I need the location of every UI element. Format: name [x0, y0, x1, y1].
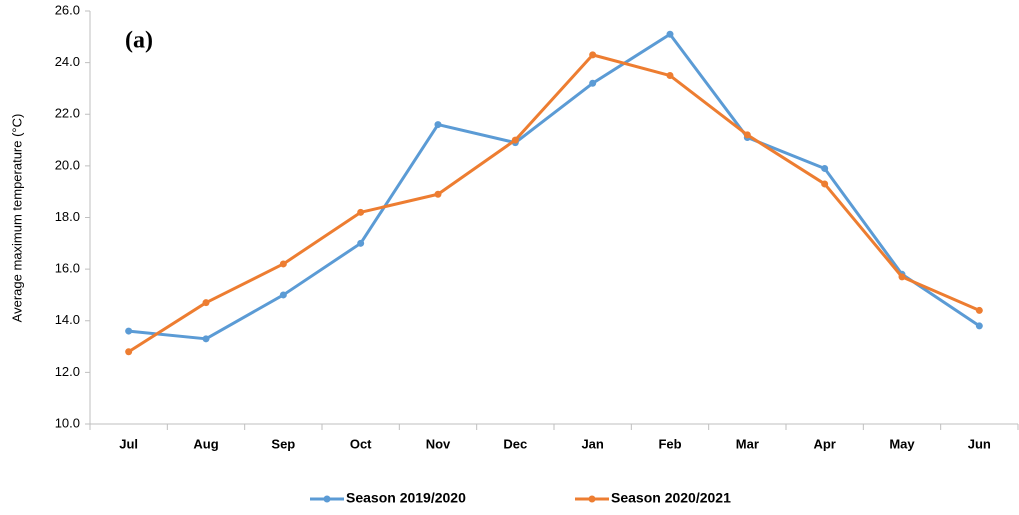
series-line	[127, 53, 980, 353]
y-tick-label: 12.0	[55, 364, 80, 379]
y-tick-label: 14.0	[55, 312, 80, 327]
legend-marker	[588, 495, 596, 503]
series-line	[128, 32, 981, 341]
data-point	[975, 322, 983, 330]
x-tick-label: Aug	[193, 436, 218, 451]
data-point	[666, 30, 674, 38]
y-tick-label: 10.0	[55, 415, 80, 430]
x-tick-label: Jun	[968, 436, 991, 451]
x-tick-label: Nov	[426, 436, 451, 451]
y-axis-label: Average maximum temperature (°C)	[9, 114, 24, 323]
data-point	[898, 273, 906, 281]
y-tick-label: 24.0	[55, 54, 80, 69]
x-tick-label: Apr	[813, 436, 835, 451]
data-point	[279, 260, 287, 268]
data-point	[434, 121, 442, 129]
annotation: (a)	[125, 28, 153, 54]
x-tick-label: Dec	[503, 436, 527, 451]
data-point	[511, 136, 519, 144]
data-point	[975, 306, 983, 314]
data-point	[434, 190, 442, 198]
legend-marker	[323, 495, 331, 503]
x-tick-label: Jan	[581, 436, 603, 451]
data-point	[666, 72, 674, 80]
legend-label: Season 2019/2020	[346, 490, 466, 506]
data-point	[202, 299, 210, 307]
y-tick-label: 16.0	[55, 261, 80, 276]
data-point	[589, 51, 597, 59]
data-point	[125, 327, 133, 335]
legend-label: Season 2020/2021	[611, 490, 731, 506]
data-point	[821, 180, 829, 188]
data-point	[125, 348, 133, 356]
data-point	[589, 79, 597, 87]
data-point	[357, 239, 365, 247]
x-tick-label: Sep	[271, 436, 295, 451]
data-point	[357, 208, 365, 216]
y-tick-label: 20.0	[55, 157, 80, 172]
y-tick-label: 22.0	[55, 106, 80, 121]
x-tick-label: Oct	[350, 436, 372, 451]
x-tick-label: Feb	[658, 436, 681, 451]
x-tick-label: May	[889, 436, 915, 451]
x-tick-label: Jul	[119, 436, 138, 451]
data-point	[821, 164, 829, 172]
data-point	[279, 291, 287, 299]
data-point	[202, 335, 210, 343]
data-point	[743, 131, 751, 139]
y-tick-label: 26.0	[55, 2, 80, 17]
y-tick-label: 18.0	[55, 209, 80, 224]
x-tick-label: Mar	[736, 436, 759, 451]
